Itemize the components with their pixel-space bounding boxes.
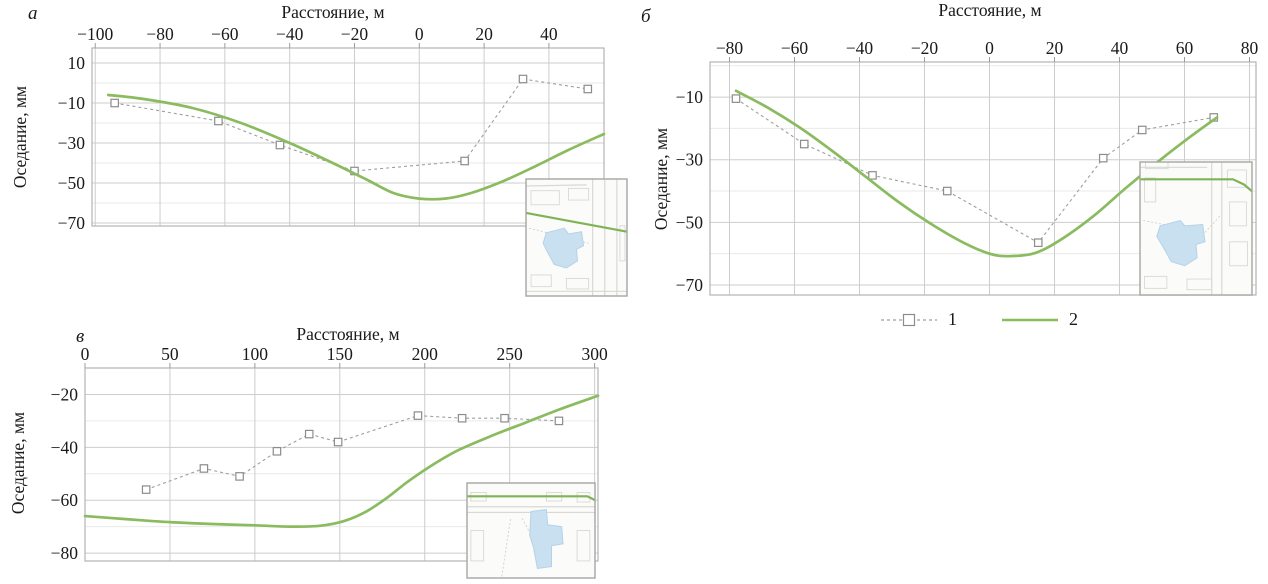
svg-text:50: 50: [161, 344, 179, 364]
panel-b-xtick-labels: −80 −60 −40 −20 0 20 40 60 80: [716, 38, 1259, 62]
svg-text:10: 10: [68, 53, 86, 73]
svg-text:150: 150: [327, 344, 354, 364]
panel-a-letter: а: [28, 3, 38, 24]
svg-text:−60: −60: [211, 24, 239, 44]
panel-v-grid-major: [84, 368, 598, 561]
svg-text:80: 80: [1241, 38, 1259, 58]
svg-text:−80: −80: [716, 38, 744, 58]
panel-b-yaxis-title: Оседание, мм: [651, 127, 671, 231]
svg-text:−60: −60: [51, 490, 79, 510]
svg-text:−40: −40: [846, 38, 874, 58]
svg-text:−10: −10: [58, 93, 86, 113]
panel-b-plot: −80 −60 −40 −20 0 20 40 60 80 −10 −30 −50 −70: [676, 38, 1259, 296]
panel-v-yaxis-title: Оседание, мм: [8, 411, 28, 515]
svg-text:−40: −40: [276, 24, 304, 44]
svg-text:−100: −100: [77, 24, 113, 44]
svg-text:100: 100: [242, 344, 269, 364]
svg-text:−30: −30: [58, 133, 86, 153]
svg-text:40: 40: [540, 24, 558, 44]
panel-v-ytick-labels: −20 −40 −60 −80: [51, 384, 79, 563]
svg-text:0: 0: [415, 24, 424, 44]
panel-v-series-1-markers: [141, 411, 564, 494]
svg-text:20: 20: [1046, 38, 1064, 58]
green-solid-line-icon: [1002, 318, 1058, 321]
svg-text:−80: −80: [146, 24, 174, 44]
panel-a-series-1-line: [114, 78, 588, 172]
svg-text:60: 60: [1176, 38, 1194, 58]
panel-v-letter: в: [76, 326, 85, 347]
svg-text:0: 0: [81, 344, 90, 364]
panel-b-map-inset: [1139, 161, 1253, 296]
panel-b-letter: б: [641, 6, 651, 27]
svg-text:200: 200: [412, 344, 439, 364]
svg-text:−20: −20: [341, 24, 369, 44]
panel-v-border: [84, 367, 599, 562]
svg-text:20: 20: [475, 24, 493, 44]
panel-b-border: [709, 61, 1257, 296]
panel-b-ytick-labels: −10 −30 −50 −70: [676, 87, 704, 295]
svg-text:−10: −10: [676, 87, 704, 107]
panel-a-plot: −100 −80 −60 −40 −20 0 20 40 10 −10 −30 −50 −70: [58, 24, 628, 297]
panel-a-border: [91, 47, 605, 227]
svg-text:−20: −20: [51, 384, 79, 404]
legend-item-2: 2: [1001, 309, 1078, 330]
legend-label-1: 1: [948, 309, 957, 329]
panel-a-map-inset: [525, 178, 628, 297]
svg-text:250: 250: [497, 344, 524, 364]
svg-text:−20: −20: [911, 38, 939, 58]
svg-text:0: 0: [985, 38, 994, 58]
panel-v-xtick-labels: 0 50 100 150 200 250 300: [81, 344, 608, 368]
panel-v-plot: 0 50 100 150 200 250 300 −20 −40 −60 −80: [51, 344, 608, 579]
svg-text:−30: −30: [676, 150, 704, 170]
panel-v-series-1-line: [145, 415, 559, 491]
panel-a-yaxis-title: Оседание, мм: [10, 85, 30, 189]
svg-text:−50: −50: [676, 212, 704, 232]
legend-label-2: 2: [1069, 309, 1078, 329]
svg-text:−70: −70: [58, 213, 86, 233]
svg-text:−60: −60: [781, 38, 809, 58]
svg-text:300: 300: [581, 344, 608, 364]
panel-b-xaxis-title: Расстояние, м: [938, 0, 1042, 20]
panel-a-series-2-line: [106, 93, 606, 201]
panel-v-series-2-line: [83, 394, 600, 529]
legend-item-1: 1: [880, 309, 957, 330]
panel-a-grid-major: [92, 48, 604, 226]
panel-b-series-2-line: [734, 89, 1219, 258]
svg-text:−50: −50: [58, 173, 86, 193]
panel-a-xaxis-title: Расстояние, м: [281, 2, 385, 22]
panel-v-map-inset: [466, 482, 596, 579]
svg-text:−40: −40: [51, 437, 79, 457]
svg-text:−70: −70: [676, 275, 704, 295]
panel-a-series-1-markers: [110, 74, 593, 176]
legend: 1 2: [880, 309, 1078, 330]
svg-text:−80: −80: [51, 543, 79, 563]
panel-a-ytick-labels: 10 −10 −30 −50 −70: [58, 53, 86, 233]
panel-a-grid-minor: [92, 82, 604, 204]
dashed-line-square-marker-icon: [881, 313, 937, 326]
svg-text:40: 40: [1111, 38, 1129, 58]
panel-v-xaxis-title: Расстояние, м: [296, 324, 400, 344]
panel-a-xtick-labels: −100 −80 −60 −40 −20 0 20 40: [77, 24, 558, 48]
